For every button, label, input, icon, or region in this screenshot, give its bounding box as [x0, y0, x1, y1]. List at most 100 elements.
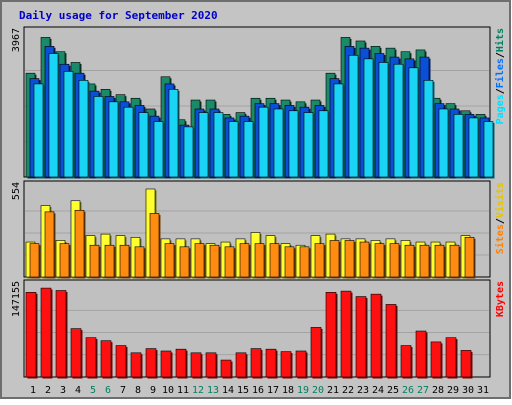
bar-pages-day-15 — [243, 121, 255, 179]
bar-kbytes-day-27 — [415, 330, 428, 379]
day-label-24: 24 — [372, 385, 384, 396]
day-label-18: 18 — [282, 385, 294, 396]
bar-kbytes-day-2 — [40, 287, 53, 379]
bar-kbytes-day-9 — [145, 348, 158, 379]
bar-kbytes-day-20 — [310, 327, 323, 379]
bar-sites-day-10 — [164, 243, 176, 279]
bar-sites-day-24 — [374, 243, 386, 279]
bar-pages-day-25 — [393, 63, 405, 179]
bar-sites-day-3 — [59, 243, 71, 279]
panel-top-legend: Pages/Files/Hits — [494, 28, 506, 124]
bar-kbytes-day-3 — [55, 290, 68, 379]
bar-kbytes-day-22 — [340, 290, 353, 379]
bar-pages-day-11 — [183, 126, 195, 179]
day-label-10: 10 — [162, 385, 174, 396]
bar-kbytes-day-21 — [325, 292, 338, 379]
bar-pages-day-18 — [288, 110, 300, 179]
bar-pages-day-3 — [63, 71, 75, 179]
bar-pages-day-26 — [408, 67, 420, 179]
day-label-8: 8 — [135, 385, 141, 396]
bar-kbytes-day-19 — [295, 350, 308, 379]
bar-kbytes-day-13 — [205, 352, 218, 379]
bar-sites-day-20 — [314, 243, 326, 279]
bar-kbytes-day-16 — [250, 348, 263, 379]
panel-bottom: 147155 KBytes — [11, 279, 506, 379]
bar-kbytes-day-8 — [130, 352, 143, 379]
bar-sites-day-18 — [284, 246, 296, 279]
panel-bottom-legend: KBytes — [495, 281, 506, 317]
bar-pages-day-20 — [318, 110, 330, 179]
x-axis-day-labels: 1 2 3 4 5 6 7 8 9 10 11 12 13 14 15 16 17 18 19 20 21 22 23 24 2… — [30, 385, 489, 396]
bar-kbytes-day-1 — [25, 292, 38, 379]
bar-pages-day-4 — [78, 80, 90, 179]
bar-sites-day-16 — [254, 243, 266, 279]
bar-sites-day-15 — [239, 243, 251, 279]
bar-pages-day-10 — [168, 89, 180, 179]
legend-item: / — [495, 52, 506, 58]
day-label-1: 1 — [30, 385, 36, 396]
bar-pages-day-1 — [33, 83, 45, 179]
bar-pages-day-12 — [198, 112, 210, 179]
bar-sites-day-11 — [179, 246, 191, 279]
day-label-14: 14 — [222, 385, 234, 396]
bar-pages-day-30 — [468, 117, 480, 179]
bar-sites-day-13 — [209, 244, 221, 279]
bar-sites-day-19 — [299, 246, 311, 279]
legend-item: / — [495, 88, 506, 94]
legend-item: Files — [494, 58, 506, 88]
bar-pages-day-22 — [348, 54, 360, 179]
day-label-28: 28 — [432, 385, 444, 396]
chart-panels: 3967Pages/Files/Hits554Sites/Visits14715… — [11, 26, 506, 379]
bar-kbytes-day-29 — [445, 337, 458, 379]
bar-kbytes-day-24 — [370, 293, 383, 379]
day-label-15: 15 — [237, 385, 249, 396]
day-label-17: 17 — [267, 385, 279, 396]
day-label-16: 16 — [252, 385, 264, 396]
bar-sites-day-8 — [134, 246, 146, 279]
bar-sites-day-25 — [389, 243, 401, 279]
bar-kbytes-day-4 — [70, 328, 83, 379]
bar-sites-day-12 — [194, 243, 206, 279]
legend-item: Sites — [494, 224, 506, 254]
day-label-31: 31 — [477, 385, 489, 396]
bar-sites-day-30 — [464, 236, 476, 279]
bar-pages-day-6 — [108, 101, 120, 179]
panel-top-max-label: 3967 — [11, 28, 22, 52]
legend-item: Visits — [494, 182, 506, 218]
bar-kbytes-day-6 — [100, 340, 113, 379]
bar-pages-day-28 — [438, 108, 450, 179]
bar-kbytes-day-10 — [160, 350, 173, 379]
bar-pages-day-8 — [138, 112, 150, 179]
bar-kbytes-day-28 — [430, 341, 443, 379]
day-label-9: 9 — [150, 385, 156, 396]
bar-pages-day-31 — [483, 121, 495, 179]
day-label-7: 7 — [120, 385, 126, 396]
bar-pages-day-29 — [453, 114, 465, 179]
day-label-29: 29 — [447, 385, 459, 396]
bar-pages-day-14 — [228, 121, 240, 179]
day-label-20: 20 — [312, 385, 324, 396]
legend-item: Pages — [495, 94, 506, 124]
day-label-26: 26 — [402, 385, 414, 396]
bar-sites-day-4 — [74, 209, 86, 279]
day-label-13: 13 — [207, 385, 219, 396]
bar-pages-day-13 — [213, 112, 225, 179]
bar-sites-day-26 — [404, 244, 416, 279]
day-label-3: 3 — [60, 385, 66, 396]
bar-kbytes-day-14 — [220, 359, 233, 379]
bar-kbytes-day-23 — [355, 296, 368, 379]
legend-item: Hits — [494, 28, 506, 52]
day-label-11: 11 — [177, 385, 189, 396]
bar-kbytes-day-11 — [175, 348, 188, 379]
bar-sites-day-28 — [434, 244, 446, 279]
bar-pages-day-17 — [273, 108, 285, 179]
bar-pages-day-2 — [48, 53, 60, 179]
day-label-19: 19 — [297, 385, 309, 396]
panel-middle-legend: Sites/Visits — [494, 182, 506, 254]
day-label-6: 6 — [105, 385, 111, 396]
panel-bottom-max-label: 147155 — [11, 281, 22, 317]
bar-kbytes-day-18 — [280, 351, 293, 379]
bar-sites-day-2 — [44, 211, 56, 279]
